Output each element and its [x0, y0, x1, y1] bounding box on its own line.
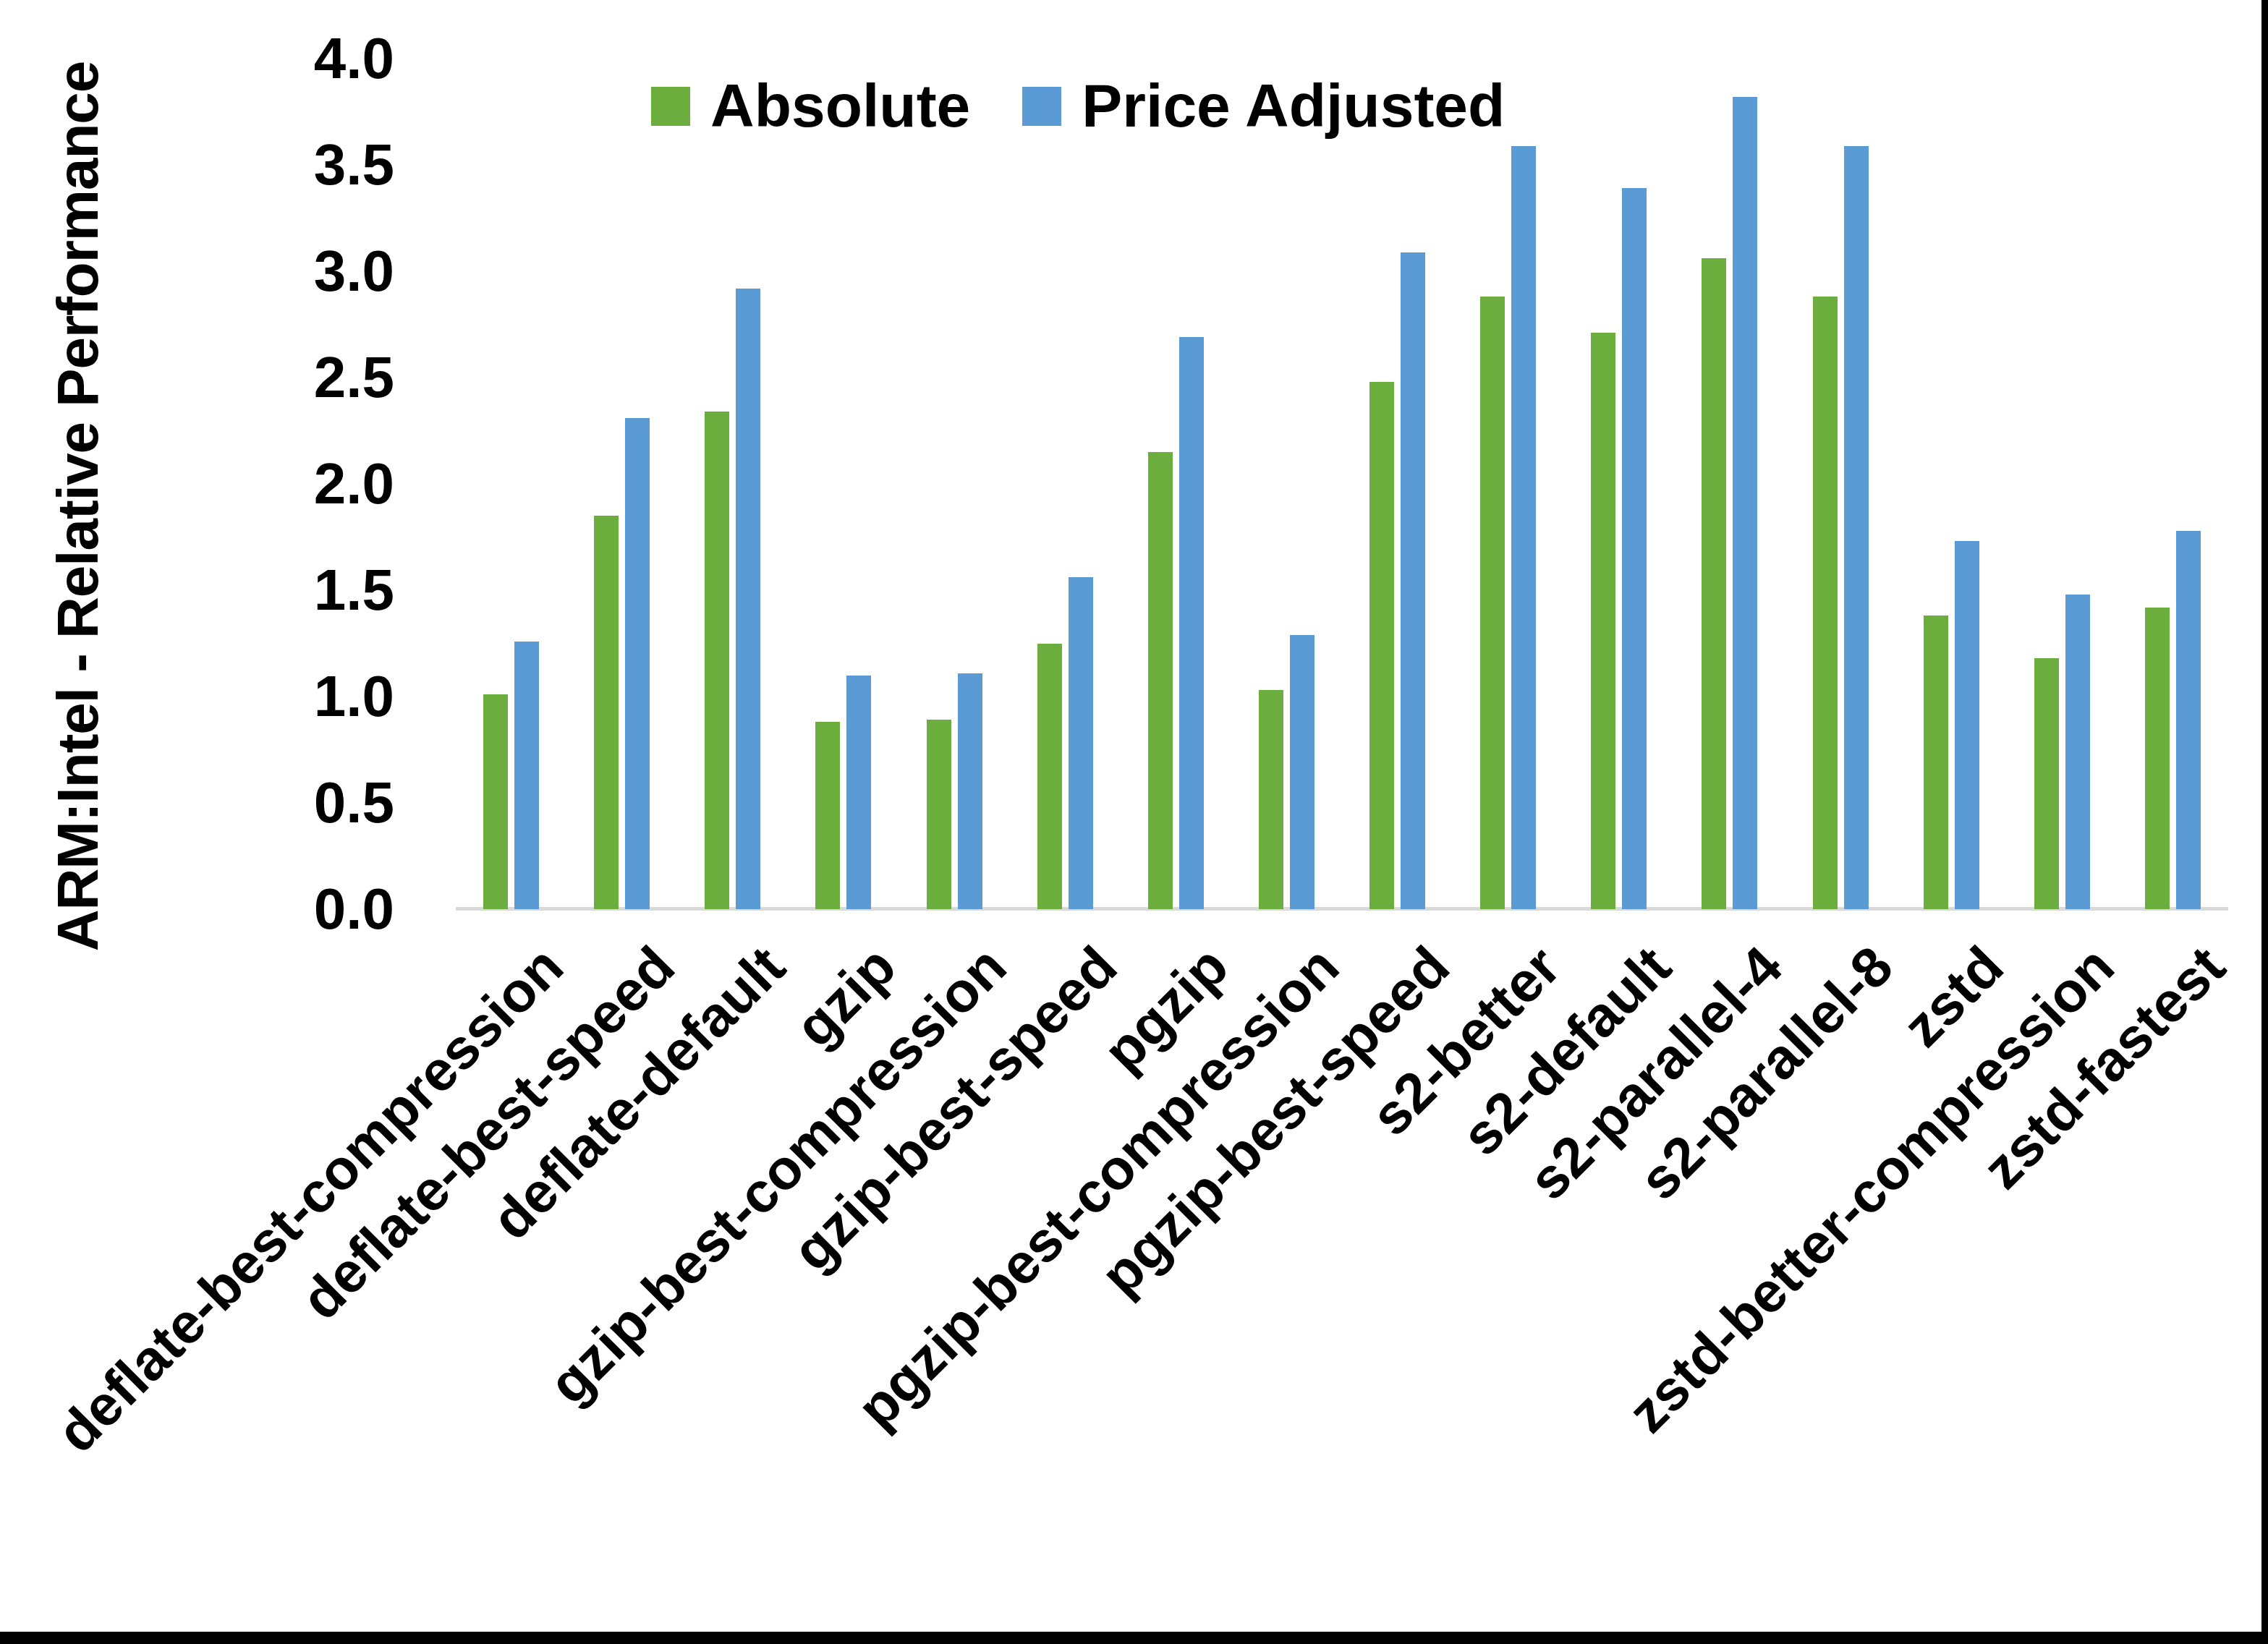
bar-price-adjusted-deflate-default — [736, 289, 760, 909]
bar-price-adjusted-zstd-better-compression — [2065, 595, 2090, 909]
bar-absolute-gzip-best-speed — [1037, 644, 1062, 910]
bar-price-adjusted-deflate-best-compression — [514, 642, 539, 909]
bar-price-adjusted-zstd — [1955, 541, 1979, 909]
bar-price-adjusted-s2-default — [1622, 188, 1647, 909]
bar-price-adjusted-s2-parallel-8 — [1844, 146, 1869, 909]
bar-absolute-s2-default — [1591, 333, 1615, 909]
bar-absolute-s2-better — [1480, 297, 1505, 909]
legend: Absolute Price Adjusted — [651, 71, 1557, 141]
bar-absolute-gzip — [815, 722, 840, 909]
y-tick-label-3.5: 3.5 — [232, 136, 394, 194]
chart-screenshot: ARM:Intel - Relative Performance Absolut… — [0, 0, 2268, 1644]
bar-absolute-deflate-default — [705, 412, 729, 909]
y-tick-label-0.5: 0.5 — [232, 774, 394, 832]
y-tick-label-1.5: 1.5 — [232, 561, 394, 619]
bar-price-adjusted-zstd-fastest — [2176, 531, 2201, 909]
legend-label-absolute: Absolute — [710, 71, 970, 141]
legend-swatch-absolute — [651, 87, 690, 126]
y-tick-label-2.5: 2.5 — [232, 349, 394, 406]
legend-item-absolute: Absolute — [651, 71, 970, 141]
bar-price-adjusted-s2-better — [1511, 146, 1536, 909]
y-tick-label-3.0: 3.0 — [232, 242, 394, 300]
bar-price-adjusted-gzip — [846, 676, 871, 909]
bar-absolute-zstd-fastest — [2145, 608, 2170, 909]
y-tick-label-0.0: 0.0 — [232, 880, 394, 938]
bar-price-adjusted-pgzip-best-speed — [1401, 252, 1425, 909]
bar-price-adjusted-s2-parallel-4 — [1733, 97, 1757, 909]
bar-price-adjusted-pgzip — [1179, 337, 1204, 909]
legend-swatch-price-adjusted — [1022, 87, 1061, 126]
y-tick-label-4.0: 4.0 — [232, 30, 394, 88]
bar-absolute-pgzip-best-speed — [1369, 382, 1394, 909]
legend-label-price-adjusted: Price Adjusted — [1082, 71, 1505, 141]
bar-absolute-zstd — [1924, 616, 1948, 909]
bar-price-adjusted-gzip-best-speed — [1069, 577, 1093, 909]
bar-price-adjusted-pgzip-best-compression — [1290, 635, 1314, 909]
bar-absolute-zstd-better-compression — [2034, 658, 2059, 909]
legend-item-price-adjusted: Price Adjusted — [1022, 71, 1505, 141]
bar-absolute-deflate-best-speed — [594, 516, 619, 909]
bar-absolute-pgzip — [1148, 452, 1173, 909]
bar-absolute-gzip-best-compression — [927, 720, 951, 909]
bar-price-adjusted-deflate-best-speed — [625, 418, 650, 909]
bar-absolute-s2-parallel-8 — [1813, 297, 1838, 909]
bar-absolute-pgzip-best-compression — [1259, 690, 1283, 909]
y-tick-label-2.0: 2.0 — [232, 455, 394, 513]
y-axis-title: ARM:Intel - Relative Performance — [45, 61, 111, 952]
bar-absolute-s2-parallel-4 — [1702, 258, 1726, 909]
window-border-right — [2261, 0, 2268, 1644]
bar-absolute-deflate-best-compression — [483, 694, 508, 909]
window-border-bottom — [0, 1632, 2268, 1644]
y-tick-label-1.0: 1.0 — [232, 668, 394, 725]
bar-price-adjusted-gzip-best-compression — [958, 673, 982, 909]
